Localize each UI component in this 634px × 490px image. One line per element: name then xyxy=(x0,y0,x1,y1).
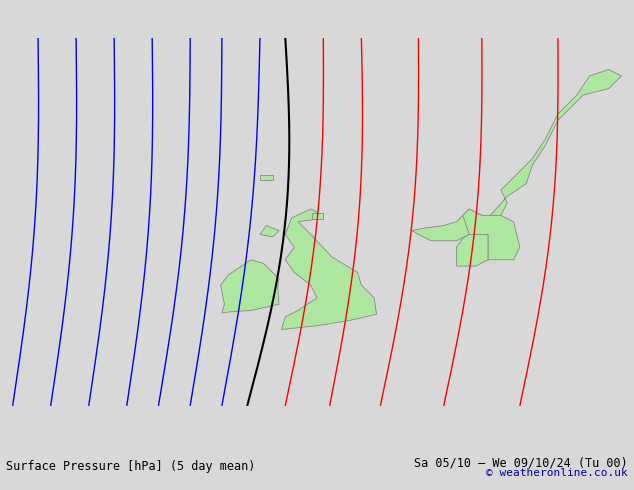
Text: Surface Pressure [hPa] (5 day mean): Surface Pressure [hPa] (5 day mean) xyxy=(6,460,256,473)
Polygon shape xyxy=(412,70,621,241)
Text: © weatheronline.co.uk: © weatheronline.co.uk xyxy=(486,468,628,478)
Polygon shape xyxy=(221,260,279,313)
Polygon shape xyxy=(463,209,520,260)
Polygon shape xyxy=(456,231,488,266)
Polygon shape xyxy=(281,209,377,329)
Text: Sa 05/10 – We 09/10/24 (Tu 00): Sa 05/10 – We 09/10/24 (Tu 00) xyxy=(414,457,628,469)
Polygon shape xyxy=(260,175,273,180)
Polygon shape xyxy=(312,213,323,219)
Polygon shape xyxy=(260,225,279,237)
